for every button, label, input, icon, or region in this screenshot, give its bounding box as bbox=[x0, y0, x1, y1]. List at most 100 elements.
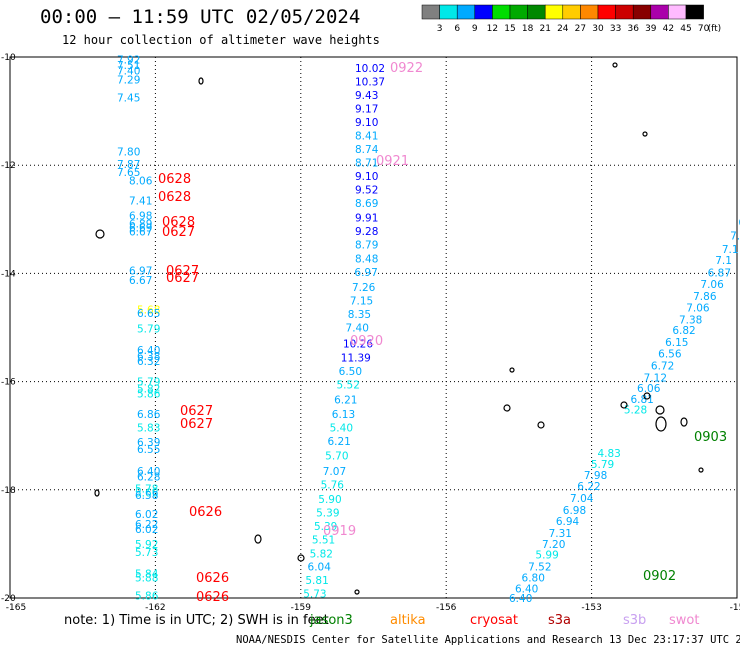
x-tick-label: -165 bbox=[6, 603, 26, 613]
island-outline bbox=[680, 417, 688, 427]
x-tick-label: -153 bbox=[581, 603, 601, 613]
wave-height-label: 7. bbox=[730, 231, 740, 243]
wave-height-label: 7.1 bbox=[715, 255, 732, 267]
wave-height-label: 5.70 bbox=[325, 451, 348, 463]
wave-height-label: 5.52 bbox=[337, 379, 360, 391]
wave-height-label: 6.21 bbox=[327, 436, 350, 448]
wave-height-label: 5.66 bbox=[135, 488, 159, 500]
wave-height-label: 5.84 bbox=[135, 569, 159, 581]
pass-time-tag: 0902 bbox=[643, 569, 676, 584]
island-outline bbox=[698, 467, 704, 473]
page-title: 00:00 — 11:59 UTC 02/05/2024 bbox=[40, 6, 361, 28]
wave-height-label: 5.78 bbox=[135, 484, 158, 496]
pass-time-tag: 0627 bbox=[166, 271, 199, 286]
wave-height-label: 7.41 bbox=[129, 195, 152, 207]
wave-height-label: 8.74 bbox=[355, 144, 379, 156]
wave-height-label: 9.10 bbox=[355, 117, 378, 129]
wave-height-label: 5.82 bbox=[137, 384, 160, 396]
wave-height-label: 6.40 bbox=[137, 466, 160, 478]
wave-height-label: 7.06 bbox=[686, 302, 710, 314]
wave-height-label: 6.22 bbox=[135, 519, 158, 531]
island-outline bbox=[642, 131, 648, 137]
wave-height-label: 6.81 bbox=[630, 394, 653, 406]
wave-height-label: 5.68 bbox=[137, 305, 160, 317]
wave-height-label: 7.12 bbox=[644, 372, 667, 384]
y-tick-label: -16 bbox=[1, 378, 16, 388]
wave-height-label: 5.76 bbox=[321, 479, 345, 491]
wave-height-label: 7.98 bbox=[584, 470, 607, 482]
wave-height-label: 7.40 bbox=[346, 323, 369, 335]
map-frame bbox=[9, 56, 738, 599]
wave-height-label: 6.38 bbox=[137, 351, 160, 363]
color-scale-legend: 3 6 9 12 15 18 21 24 27 30 33 36 39 42 45 70(ft) bbox=[421, 4, 721, 34]
wave-height-label: 5.88 bbox=[135, 572, 158, 584]
wave-height-label: 7.92 bbox=[117, 55, 140, 67]
y-tick-label: -18 bbox=[1, 486, 16, 496]
x-tick-label: -15 bbox=[730, 603, 740, 613]
wave-height-label: 6.21 bbox=[334, 394, 357, 406]
wave-height-label: 7.87 bbox=[117, 159, 140, 171]
colorbar-label: 42 bbox=[663, 24, 674, 34]
wave-height-label: 5.82 bbox=[310, 549, 333, 561]
wave-height-label: 6.22 bbox=[577, 481, 600, 493]
colorbar-label: 21 bbox=[539, 24, 550, 34]
wave-height-label: 7.52 bbox=[528, 562, 551, 574]
island-outline bbox=[198, 77, 204, 85]
wave-height-label: 7.51 bbox=[117, 60, 140, 72]
wave-height-label: 6.32 bbox=[137, 356, 160, 368]
wave-height-label: 6.55 bbox=[137, 444, 160, 456]
wave-height-label: 5.86 bbox=[137, 389, 161, 401]
island-outline bbox=[354, 589, 360, 595]
wave-height-label: 5.28 bbox=[624, 405, 647, 417]
colorbar-label: 9 bbox=[472, 24, 478, 34]
colorbar-label: 24 bbox=[557, 24, 569, 34]
wave-height-label: 6.06 bbox=[637, 383, 661, 395]
wave-height-label: 7.07 bbox=[323, 466, 346, 478]
wave-height-label: 6.13 bbox=[332, 409, 355, 421]
island-outline bbox=[620, 401, 628, 409]
wave-height-label: 6.40 bbox=[509, 593, 532, 605]
pass-time-tag: 0628 bbox=[162, 215, 195, 230]
wave-height-label: 6.67 bbox=[129, 275, 152, 287]
colorbar-label: 70 bbox=[698, 24, 710, 34]
wave-height-label: 5.39 bbox=[316, 508, 339, 520]
island-outline bbox=[537, 421, 545, 429]
wave-height-label: 6.82 bbox=[672, 325, 695, 337]
wave-height-label: 9.17 bbox=[355, 103, 378, 115]
wave-height-label: 10.37 bbox=[355, 76, 385, 88]
island-outline bbox=[254, 534, 262, 544]
pass-time-tag: 0919 bbox=[323, 524, 356, 539]
pass-time-tag: 0627 bbox=[166, 264, 199, 279]
pass-time-tag: 0627 bbox=[180, 417, 213, 432]
wave-height-label: 5.79 bbox=[137, 324, 160, 336]
colorbar-swatch bbox=[685, 4, 704, 20]
island-outline bbox=[655, 405, 665, 415]
satellite-legend-s3b: s3b bbox=[623, 613, 647, 628]
colorbar-label: 33 bbox=[610, 24, 621, 34]
footnote: note: 1) Time is in UTC; 2) SWH is in fe… bbox=[64, 613, 329, 628]
page-subtitle: 12 hour collection of altimeter wave hei… bbox=[62, 33, 380, 47]
colorbar-label: 45 bbox=[680, 24, 691, 34]
wave-height-label: 7.29 bbox=[117, 75, 140, 87]
wave-height-label: 7.38 bbox=[679, 314, 702, 326]
wave-height-label: 6.69 bbox=[129, 222, 152, 234]
wave-height-label: 5.39 bbox=[314, 521, 337, 533]
pass-time-tag: 0628 bbox=[158, 190, 191, 205]
wave-height-label: 7.45 bbox=[117, 93, 140, 105]
wave-height-label: 6.65 bbox=[137, 308, 160, 320]
x-tick-label: -162 bbox=[145, 603, 165, 613]
island-outline bbox=[297, 554, 305, 562]
y-tick-label: -20 bbox=[1, 594, 16, 604]
wave-height-label: 8.71 bbox=[355, 157, 378, 169]
wave-height-label: 6.02 bbox=[135, 509, 158, 521]
satellite-legend-swot: swot bbox=[669, 613, 700, 628]
pass-time-tag: 0626 bbox=[196, 571, 229, 586]
wave-height-label: 6.98 bbox=[563, 505, 586, 517]
colorbar-label: 6 bbox=[454, 24, 460, 34]
wave-height-label: 6.80 bbox=[522, 572, 545, 584]
wave-height-label: 5.92 bbox=[135, 539, 158, 551]
wave-height-label: 6.97 bbox=[354, 267, 377, 279]
colorbar-label: 3 bbox=[437, 24, 443, 34]
satellite-legend-jason3: jason3 bbox=[310, 613, 353, 628]
